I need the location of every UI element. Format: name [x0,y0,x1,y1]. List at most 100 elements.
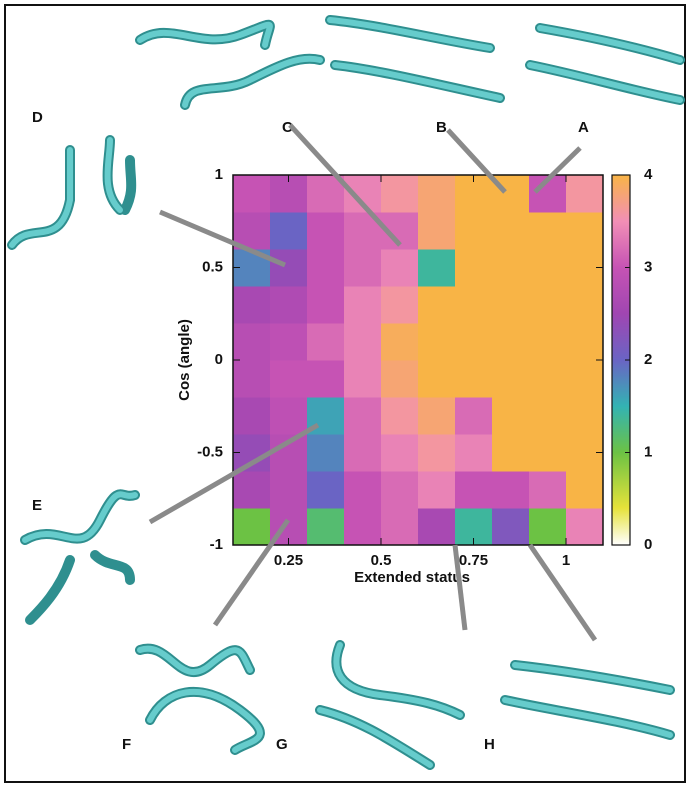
heatmap-cell [492,397,530,435]
heatmap-cell [381,397,419,435]
heatmap-cell [418,212,456,250]
annotation: F [122,736,131,753]
y-tick-label: -1 [210,536,223,553]
annotation: B [436,119,447,136]
heatmap-cell [381,175,419,213]
heatmap-cell [529,397,567,435]
heatmap-cell [344,286,382,324]
heatmap-cell [529,323,567,361]
heatmap-cell [307,360,345,398]
heatmap-cell [492,286,530,324]
figure: 0.250.50.751-1-0.500.5101234 A B C D E F… [0,0,691,787]
heatmap-cell [344,360,382,398]
heatmap-cell [270,360,308,398]
heatmap-cell [566,360,604,398]
heatmap-cell [418,323,456,361]
heatmap-cell [455,323,493,361]
heatmap-cell [418,434,456,472]
heatmap-cell [455,360,493,398]
annotation: E [32,497,42,514]
heatmap-cell [270,323,308,361]
heatmap-cell [455,434,493,472]
heatmap-cell [270,249,308,287]
heatmap-cell [233,286,271,324]
heatmap-cell [344,471,382,509]
heatmap-cell [566,323,604,361]
heatmap-cell [381,323,419,361]
heatmap-cell [307,471,345,509]
x-axis-label: Extended status [354,569,470,586]
heatmap-cell [566,397,604,435]
heatmap-cell [529,471,567,509]
annotation: H [484,736,495,753]
heatmap-cell [418,175,456,213]
heatmap-cell [529,286,567,324]
y-tick-label: -0.5 [197,443,223,460]
heatmap-cell [455,249,493,287]
heatmap-cell [492,360,530,398]
heatmap-cell [381,434,419,472]
heatmap-cell [529,360,567,398]
heatmap-cell [233,471,271,509]
heatmap-cell [233,323,271,361]
heatmap-cell [307,434,345,472]
heatmap-cell [418,471,456,509]
heatmap-cell [492,471,530,509]
heatmap-cell [270,397,308,435]
heatmap-cell [529,212,567,250]
heatmap-cell [233,397,271,435]
heatmap-cell [418,508,456,546]
heatmap-cell [344,508,382,546]
colorbar-tick-label: 1 [644,443,652,460]
heatmap-cell [492,508,530,546]
annotation: A [578,119,589,136]
x-tick-label: 0.75 [459,552,488,569]
heatmap-cell [233,508,271,546]
heatmap-cell [566,286,604,324]
heatmap-cell [418,360,456,398]
heatmap-cell [492,212,530,250]
heatmap-cell [418,286,456,324]
plot: 0.250.50.751-1-0.500.5101234 [197,166,653,569]
heatmap-cell [233,360,271,398]
x-tick-label: 0.5 [371,552,392,569]
heatmap-cell [307,212,345,250]
heatmap-cell [344,397,382,435]
x-tick-label: 1 [562,552,570,569]
y-tick-label: 0 [215,351,223,368]
heatmap-cell [344,434,382,472]
heatmap-cell [270,212,308,250]
heatmap-cell [270,471,308,509]
heatmap-cell [492,249,530,287]
y-tick-label: 1 [215,166,223,183]
heatmap-cell [307,508,345,546]
heatmap-cell [529,249,567,287]
heatmap-cell [529,508,567,546]
heatmap-cell [381,508,419,546]
heatmap-cell [566,508,604,546]
colorbar-tick-label: 0 [644,536,652,553]
annotation: G [276,736,288,753]
heatmap-cell [492,323,530,361]
heatmap-cell [233,175,271,213]
heatmap-cell [566,175,604,213]
heatmap-cell [455,212,493,250]
y-tick-label: 0.5 [202,258,223,275]
colorbar-tick-label: 4 [644,166,653,183]
heatmap-cell [455,397,493,435]
heatmap-cell [344,249,382,287]
heatmap-cell [418,249,456,287]
y-axis-label: Cos (angle) [176,319,193,401]
heatmap-cell [307,286,345,324]
colorbar-tick-label: 3 [644,258,652,275]
heatmap-cell [455,471,493,509]
heatmap-cell [307,249,345,287]
heatmap-cell [381,249,419,287]
heatmap-cell [381,286,419,324]
heatmap-cell [566,212,604,250]
heatmap-cell [344,323,382,361]
heatmap-cell [381,471,419,509]
heatmap-cell [418,397,456,435]
x-tick-label: 0.25 [274,552,303,569]
annotation: D [32,109,43,126]
